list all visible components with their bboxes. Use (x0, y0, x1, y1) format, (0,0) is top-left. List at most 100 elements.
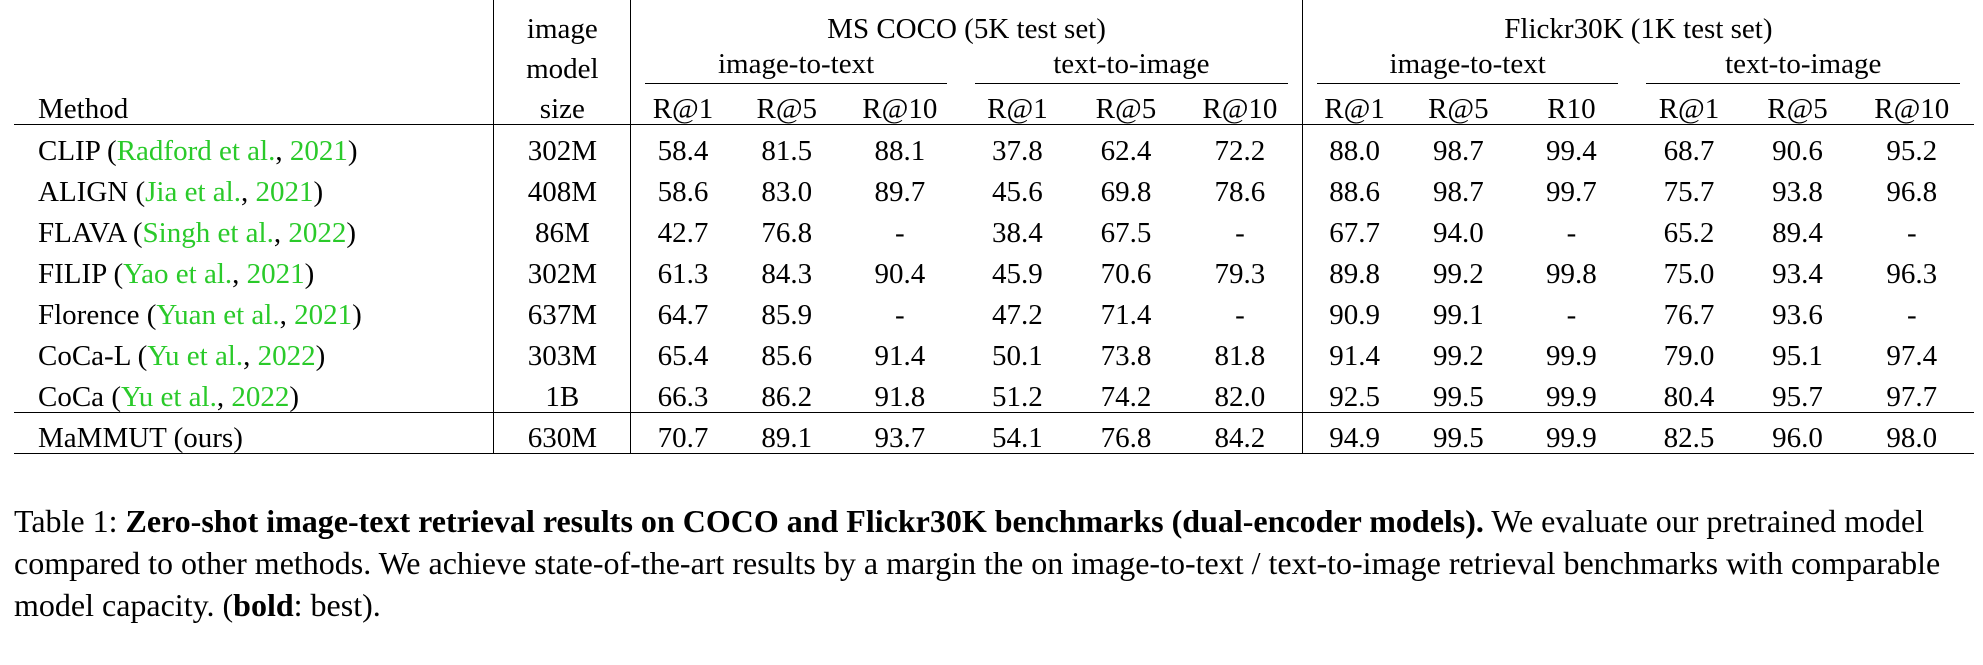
value-cell: 68.7 (1663, 135, 1715, 167)
value-cell: 98.7 (1432, 176, 1484, 208)
size-cell: 637M (493, 289, 632, 330)
value-cell: 79.0 (1663, 340, 1715, 372)
citation-link[interactable]: Yu et al. (147, 340, 244, 372)
value-cell: 42.7 (657, 217, 709, 249)
citation-year-link[interactable]: 2021 (294, 299, 353, 331)
citation-year-link[interactable]: 2021 (246, 258, 305, 290)
table-row-ours: MaMMUT (ours) 630M 70.7 89.1 93.7 54.1 76.8 84.… (14, 412, 1974, 454)
table-row: ALIGN (Jia et al., 2021) 408M 58.6 83.0 89.7… (14, 166, 1974, 207)
value-cell: 58.4 (657, 135, 709, 167)
metric-header: R@5 (734, 84, 839, 125)
group-header: image-to-text (1302, 44, 1632, 84)
value-cell: 99.5 (1432, 381, 1484, 413)
value-cell: 38.4 (992, 217, 1043, 249)
method-cell: CoCa (Yu et al., 2022) (14, 371, 495, 413)
value-cell: 94.0 (1432, 217, 1484, 249)
metric-header: R@5 (1073, 84, 1178, 125)
value-cell: - (1906, 299, 1917, 331)
method-cell: FLAVA (Singh et al., 2022) (14, 207, 495, 249)
citation-link[interactable]: Yuan et al. (156, 299, 280, 331)
value-cell: 76.8 (1073, 412, 1178, 454)
value-cell: 98.7 (1432, 135, 1484, 167)
citation-year-link[interactable]: 2022 (257, 340, 316, 372)
citation-year-link[interactable]: 2022 (231, 381, 290, 413)
value-cell: 67.5 (1100, 217, 1152, 249)
value-cell: 85.9 (761, 299, 813, 331)
citation-link[interactable]: Yao et al. (123, 258, 233, 290)
value-cell: 83.0 (761, 176, 813, 208)
value-cell: 99.2 (1432, 340, 1484, 372)
size-cell: 303M (493, 330, 632, 371)
method-cell: Florence (Yuan et al., 2021) (14, 289, 495, 331)
value-cell: 81.5 (761, 135, 813, 167)
value-cell: 96.8 (1886, 176, 1938, 208)
table-row: CLIP (Radford et al., 2021) 302M 58.4 81.5 8… (14, 124, 1974, 167)
value-cell: 82.0 (1177, 371, 1303, 413)
citation-year-link[interactable]: 2022 (288, 217, 347, 249)
value-cell: 72.2 (1177, 124, 1303, 166)
value-cell: 84.2 (1177, 412, 1303, 454)
table-row: CoCa (Yu et al., 2022) 1B 66.3 86.2 91.8 51.2… (14, 371, 1974, 413)
value-cell: 89.1 (734, 412, 839, 454)
value-cell: 95.1 (1772, 340, 1823, 372)
value-cell: 93.7 (838, 412, 961, 454)
citation-year-link[interactable]: 2021 (289, 135, 348, 167)
value-cell: 69.8 (1100, 176, 1152, 208)
value-cell: 93.4 (1772, 258, 1823, 290)
citation-link[interactable]: Jia et al. (145, 176, 241, 208)
value-cell: 88.6 (1329, 176, 1380, 208)
value-cell: 96.3 (1886, 258, 1938, 290)
value-cell: 64.7 (657, 299, 709, 331)
value-cell: 91.4 (874, 340, 926, 372)
method-header: Method (14, 84, 495, 125)
size-cell: 86M (493, 207, 632, 248)
value-cell: - (1566, 299, 1577, 331)
metric-header: R@10 (1849, 84, 1974, 125)
value-cell: 99.5 (1406, 412, 1511, 454)
metric-header: R@1 (960, 84, 1074, 125)
size-cell: 302M (493, 248, 632, 289)
method-name: ALIGN (38, 176, 129, 208)
value-cell: 91.8 (874, 381, 926, 413)
citation-link[interactable]: Yu et al. (120, 381, 217, 413)
value-cell: 70.6 (1100, 258, 1152, 290)
value-cell: 74.2 (1100, 381, 1152, 413)
value-cell: 66.3 (657, 381, 709, 413)
caption-body-1: We evaluate our pretrained model compare… (14, 503, 1941, 623)
value-cell: 75.7 (1663, 176, 1715, 208)
caption-label: Table 1: (14, 503, 118, 539)
value-cell: 95.2 (1886, 135, 1938, 167)
method-cell: CoCa-L (Yu et al., 2022) (14, 330, 495, 372)
value-cell: 78.6 (1177, 166, 1303, 207)
value-cell: 58.6 (657, 176, 709, 208)
value-cell: 99.9 (1510, 412, 1633, 454)
size-cell: 408M (493, 166, 632, 207)
citation-link[interactable]: Radford et al. (116, 135, 276, 167)
citation-link[interactable]: Singh et al. (142, 217, 274, 249)
metric-header: R10 (1510, 84, 1633, 125)
value-cell: 45.9 (992, 258, 1043, 290)
value-cell: 99.4 (1546, 135, 1597, 167)
value-cell: 54.1 (960, 412, 1074, 454)
value-cell: 65.2 (1663, 217, 1715, 249)
value-cell: 99.9 (1546, 381, 1597, 413)
value-cell: 93.6 (1772, 299, 1823, 331)
method-name: CLIP (38, 135, 100, 167)
value-cell: 81.8 (1177, 330, 1303, 371)
metric-header: R@1 (1302, 84, 1407, 125)
citation-year-link[interactable]: 2021 (255, 176, 314, 208)
value-cell: 93.8 (1772, 176, 1823, 208)
method-name: FILIP (38, 258, 107, 290)
value-cell: 76.7 (1663, 299, 1715, 331)
metric-header: R@10 (1177, 84, 1303, 125)
caption-body-2: : best). (293, 587, 381, 623)
value-cell: 99.1 (1432, 299, 1484, 331)
value-cell: 62.4 (1100, 135, 1152, 167)
value-cell: 96.0 (1745, 412, 1850, 454)
value-cell: - (895, 299, 905, 331)
table-body: CLIP (Radford et al., 2021) 302M 58.4 81.5 8… (14, 124, 1974, 454)
method-name: Florence (38, 299, 140, 331)
value-cell: 97.7 (1886, 381, 1938, 413)
table-caption: Table 1: Zero-shot image-text retrieval … (14, 500, 1974, 626)
size-header-line3: size (493, 84, 632, 125)
